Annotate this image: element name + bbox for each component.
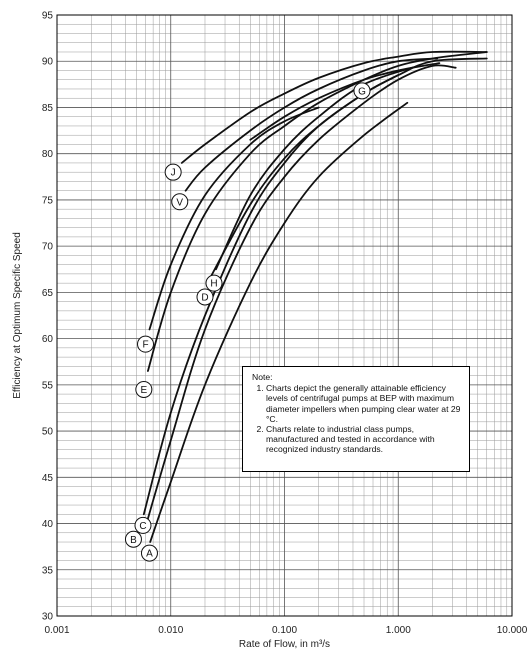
note-item-2: Charts relate to industrial class pumps,… [266, 424, 461, 455]
curve-label-circle-a [140, 544, 158, 562]
y-tick-label: 70 [42, 242, 54, 253]
y-tick-label: 50 [42, 427, 54, 438]
curve-label-circle-g [353, 82, 371, 100]
x-tick-labels: 0.001 0.010 0.100 1.000 10.000 [44, 625, 527, 636]
y-axis-label: Efficiency at Optimum Specific Speed [12, 232, 23, 399]
note-box: Note: Charts depict the generally attain… [242, 366, 470, 472]
plot-frame [56, 14, 513, 617]
curve-label-b: B [130, 535, 137, 546]
curve-label-circle-f [137, 335, 155, 353]
curve-label-g: G [358, 86, 366, 97]
y-tick-label: 30 [42, 612, 54, 623]
x-tick-label: 0.010 [158, 625, 183, 636]
curve-label-h: H [210, 279, 217, 290]
curve-label-circle-c [134, 516, 152, 534]
x-axis-label: Rate of Flow, in m³/s [239, 639, 330, 650]
curve-label-circle-h [205, 274, 223, 292]
y-tick-label: 80 [42, 149, 54, 160]
y-tick-label: 35 [42, 565, 54, 576]
curve-label-v: V [176, 197, 183, 208]
curve-label-e: E [141, 385, 148, 396]
note-title: Note: [252, 372, 273, 382]
y-tick-label: 90 [42, 57, 54, 68]
curve-g [249, 62, 441, 141]
curve-a [149, 101, 409, 543]
curve-label-circle-e [135, 380, 153, 398]
y-tick-label: 45 [42, 473, 54, 484]
y-tick-label: 40 [42, 519, 54, 530]
curve-label-f: F [142, 340, 148, 351]
curve-h [215, 65, 420, 271]
y-tick-label: 65 [42, 288, 54, 299]
x-tick-label: 0.001 [44, 625, 69, 636]
curve-label-j: J [171, 168, 176, 179]
curve-v [184, 57, 439, 192]
note-item-1: Charts depict the generally attainable e… [266, 383, 461, 424]
curve-b [142, 64, 457, 534]
curve-j [180, 50, 488, 164]
y-tick-label: 85 [42, 103, 54, 114]
note-list: Charts depict the generally attainable e… [252, 383, 461, 454]
y-tick-label: 75 [42, 195, 54, 206]
curve-label-a: A [146, 549, 153, 560]
y-tick-labels: 30 35 40 45 50 55 60 65 70 75 80 85 90 95 [42, 11, 54, 623]
x-tick-label: 1.000 [386, 625, 411, 636]
curve-label-d: D [201, 293, 208, 304]
curve-label-circle-d [196, 288, 214, 306]
curve-label-circle-v [171, 193, 189, 211]
curve-c [142, 57, 488, 516]
x-tick-label: 10.000 [497, 625, 528, 636]
y-tick-label: 60 [42, 334, 54, 345]
y-tick-label: 55 [42, 380, 54, 391]
x-tick-label: 0.100 [272, 625, 297, 636]
curve-label-c: C [139, 521, 146, 532]
curve-label-circle-b [124, 530, 142, 548]
curve-labels: ABC DH E F G J V [124, 82, 371, 562]
y-tick-label: 95 [42, 11, 54, 22]
efficiency-curves [142, 50, 488, 543]
curve-e [147, 51, 488, 372]
curve-label-circle-j [164, 163, 182, 181]
curve-f [148, 106, 320, 331]
